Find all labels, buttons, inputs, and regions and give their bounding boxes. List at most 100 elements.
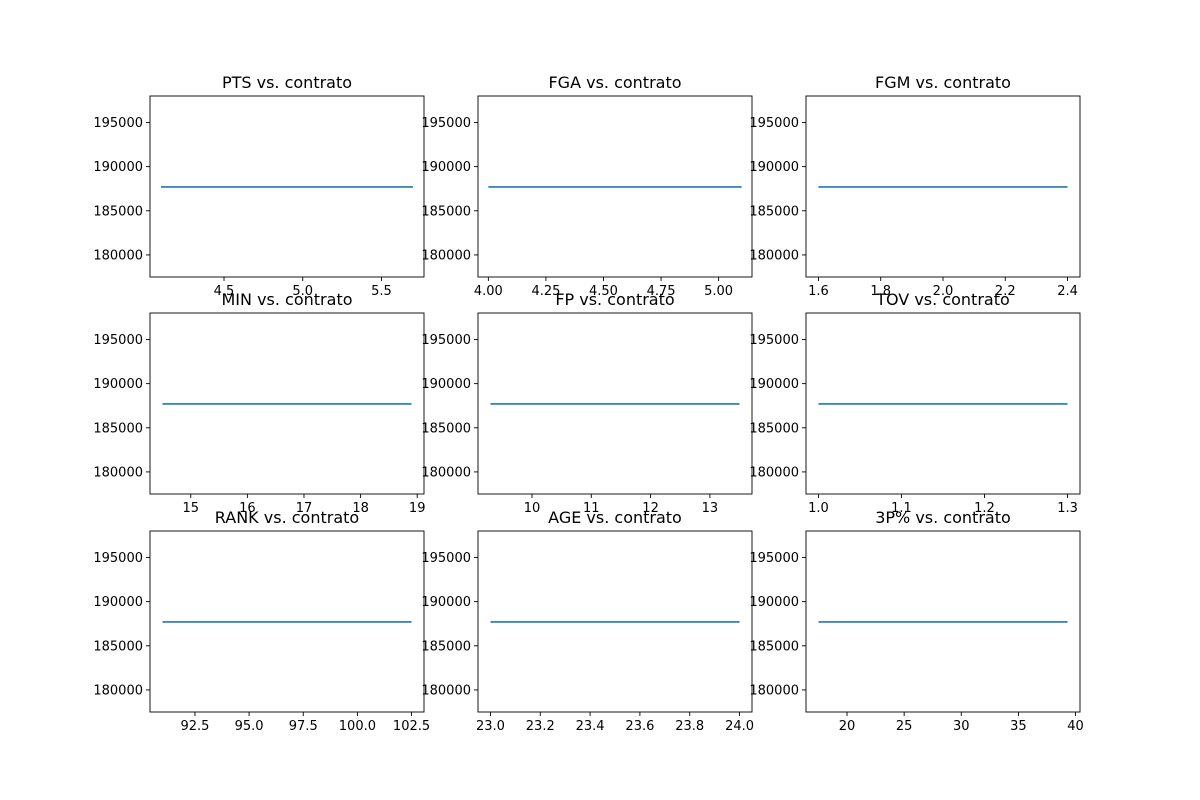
- axes-frame: [149, 95, 425, 278]
- x-tick-label: 18: [352, 501, 369, 516]
- subplot-6: TOV vs. contrato 1.0 1.1 1.2 1.3 180000 185000…: [749, 290, 1081, 516]
- x-tick-label: 4.50: [589, 284, 618, 299]
- subplot-5: FP vs. contrato 10 11 12 13 180000 185000 19000…: [421, 290, 753, 516]
- subplot-title: PTS vs. contrato: [222, 73, 352, 92]
- y-tick-label: 195000: [749, 551, 799, 566]
- y-tick-label: 180000: [749, 248, 799, 263]
- x-tick-label: 1.0: [808, 501, 829, 516]
- y-tick-label: 180000: [93, 465, 143, 480]
- y-tick-label: 180000: [749, 465, 799, 480]
- x-tick-label: 30: [953, 719, 970, 734]
- x-tick-label: 16: [239, 501, 256, 516]
- x-tick-label: 11: [583, 501, 600, 516]
- y-tick-label: 190000: [421, 160, 471, 175]
- x-tick-label: 4.75: [647, 284, 676, 299]
- y-tick-label: 195000: [93, 116, 143, 131]
- y-tick-label: 195000: [421, 116, 471, 131]
- y-tick-label: 180000: [421, 683, 471, 698]
- subplot-title: FP vs. contrato: [555, 290, 674, 309]
- x-tick-label: 95.0: [235, 719, 264, 734]
- y-tick-label: 195000: [93, 551, 143, 566]
- y-tick-label: 185000: [749, 421, 799, 436]
- y-tick-label: 185000: [749, 204, 799, 219]
- subplot-title: FGA vs. contrato: [548, 73, 681, 92]
- y-tick-label: 195000: [749, 333, 799, 348]
- y-tick-label: 185000: [93, 639, 143, 654]
- x-tick-label: 2.2: [995, 284, 1016, 299]
- x-tick-label: 1.6: [808, 284, 829, 299]
- x-tick-label: 100.0: [339, 719, 376, 734]
- y-tick-label: 190000: [749, 160, 799, 175]
- y-tick-label: 190000: [421, 595, 471, 610]
- axes-frame: [805, 312, 1081, 495]
- y-tick-label: 185000: [421, 204, 471, 219]
- y-tick-label: 180000: [93, 248, 143, 263]
- subplot-title: MIN vs. contrato: [222, 290, 353, 309]
- x-tick-label: 5.5: [371, 284, 392, 299]
- subplot-title: RANK vs. contrato: [215, 508, 359, 527]
- axes-frame: [477, 95, 753, 278]
- y-tick-label: 190000: [93, 160, 143, 175]
- y-tick-label: 180000: [421, 465, 471, 480]
- x-tick-label: 15: [182, 501, 199, 516]
- y-tick-label: 195000: [421, 333, 471, 348]
- x-tick-label: 4.25: [531, 284, 560, 299]
- x-tick-label: 13: [702, 501, 719, 516]
- y-tick-label: 195000: [749, 116, 799, 131]
- x-tick-label: 1.2: [974, 501, 995, 516]
- x-tick-label: 23.4: [576, 719, 605, 734]
- subplot-title: FGM vs. contrato: [875, 73, 1011, 92]
- x-tick-label: 25: [896, 719, 913, 734]
- x-tick-label: 102.5: [393, 719, 430, 734]
- axes-frame: [149, 312, 425, 495]
- y-tick-label: 185000: [749, 639, 799, 654]
- y-tick-label: 180000: [749, 683, 799, 698]
- y-tick-label: 185000: [421, 639, 471, 654]
- subplot-title: 3P% vs. contrato: [875, 508, 1011, 527]
- subplot-title: AGE vs. contrato: [548, 508, 682, 527]
- x-tick-label: 23.6: [625, 719, 654, 734]
- x-tick-label: 5.0: [292, 284, 313, 299]
- y-tick-label: 190000: [93, 595, 143, 610]
- y-tick-label: 195000: [93, 333, 143, 348]
- y-tick-label: 190000: [93, 377, 143, 392]
- x-tick-label: 23.2: [526, 719, 555, 734]
- subplot-1: PTS vs. contrato 4.5 5.0 5.5 180000 185000 190…: [93, 73, 425, 299]
- y-tick-label: 195000: [421, 551, 471, 566]
- y-tick-label: 190000: [421, 377, 471, 392]
- y-tick-label: 185000: [93, 421, 143, 436]
- x-tick-label: 23.0: [476, 719, 505, 734]
- y-tick-label: 185000: [421, 421, 471, 436]
- x-tick-label: 12: [642, 501, 659, 516]
- x-tick-label: 1.8: [870, 284, 891, 299]
- subplot-4: MIN vs. contrato 15 16 17 18 19 180000 185000 19…: [93, 290, 425, 516]
- y-tick-label: 190000: [749, 595, 799, 610]
- x-tick-label: 19: [409, 501, 426, 516]
- x-tick-label: 10: [524, 501, 541, 516]
- axes-frame: [477, 312, 753, 495]
- x-tick-label: 4.00: [474, 284, 503, 299]
- subplot-2: FGA vs. contrato 4.00 4.25 4.50 4.75 5.00 1800…: [421, 73, 753, 299]
- x-tick-label: 35: [1010, 719, 1027, 734]
- axes-frame: [805, 530, 1081, 713]
- x-tick-label: 5.00: [704, 284, 733, 299]
- subplot-title: TOV vs. contrato: [875, 290, 1010, 309]
- x-tick-label: 17: [296, 501, 313, 516]
- subplot-7: RANK vs. contrato 92.5 95.0 97.5 100.0 102.5 1…: [93, 508, 430, 734]
- x-tick-label: 92.5: [180, 719, 209, 734]
- x-tick-label: 40: [1067, 719, 1084, 734]
- x-tick-label: 24.0: [725, 719, 754, 734]
- y-tick-label: 190000: [749, 377, 799, 392]
- x-tick-label: 97.5: [289, 719, 318, 734]
- x-tick-label: 23.8: [675, 719, 704, 734]
- x-tick-label: 2.0: [933, 284, 954, 299]
- y-tick-label: 180000: [421, 248, 471, 263]
- y-tick-label: 185000: [93, 204, 143, 219]
- x-tick-label: 2.4: [1057, 284, 1078, 299]
- x-tick-label: 4.5: [214, 284, 235, 299]
- x-tick-label: 1.3: [1057, 501, 1078, 516]
- y-tick-label: 180000: [93, 683, 143, 698]
- x-tick-label: 1.1: [891, 501, 912, 516]
- x-tick-label: 20: [839, 719, 856, 734]
